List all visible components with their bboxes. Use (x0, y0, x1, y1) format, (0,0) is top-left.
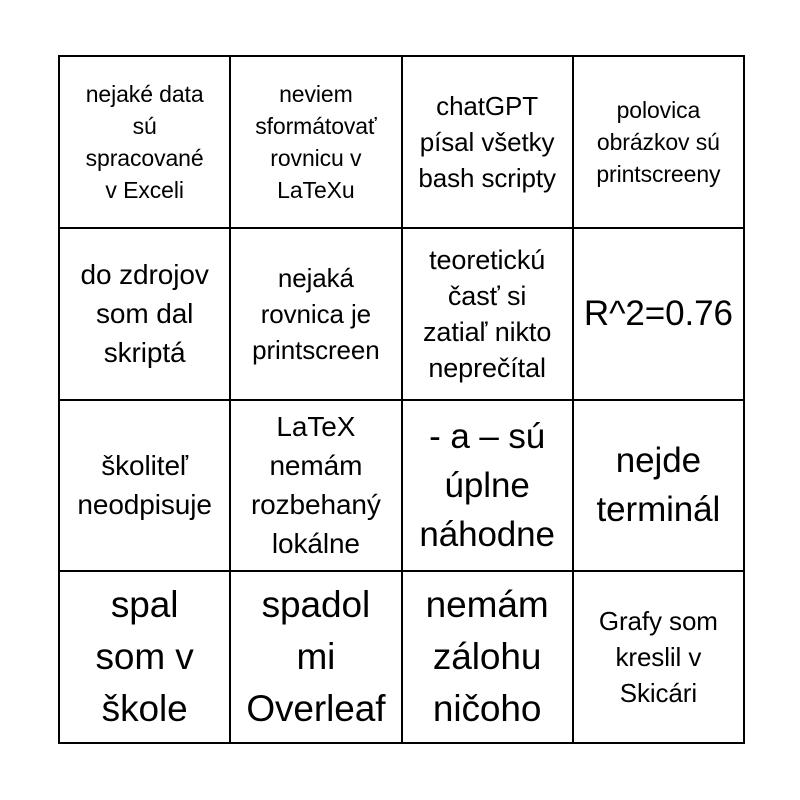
bingo-cell-text: neviem sformátovať rovnicu v LaTeXu (255, 80, 377, 203)
bingo-cell-text: R^2=0.76 (583, 294, 733, 334)
bingo-cell-r3c3[interactable]: - a – sú úplne náhodne (402, 400, 574, 573)
bingo-cell-text: polovica obrázkov sú printscreeny (596, 96, 721, 187)
bingo-cell-text: nejde terminál (596, 441, 721, 530)
bingo-cell-text: spal som v škole (95, 584, 194, 730)
bingo-cell-r2c4[interactable]: R^2=0.76 (573, 228, 745, 401)
bingo-cell-text: nejaká rovnica je printscreen (252, 262, 380, 365)
bingo-cell-text: chatGPT písal všetky bash scripty (418, 90, 556, 193)
bingo-cell-r3c4[interactable]: nejde terminál (573, 400, 745, 573)
bingo-cell-r1c4[interactable]: polovica obrázkov sú printscreeny (573, 57, 745, 229)
bingo-cell-r4c4[interactable]: Grafy som kreslil v Skicári (573, 572, 745, 744)
bingo-cell-text: do zdrojov som dal skriptá (80, 259, 209, 369)
bingo-cell-r4c3[interactable]: nemám zálohu ničoho (402, 572, 574, 744)
bingo-cell-r3c2[interactable]: LaTeX nemám rozbehaný lokálne (231, 400, 403, 573)
bingo-cell-r2c1[interactable]: do zdrojov som dal skriptá (60, 228, 232, 401)
bingo-cell-text: spadol mi Overleaf (246, 584, 386, 730)
bingo-cell-text: školiteľ neodpisuje (77, 450, 212, 521)
bingo-cell-r2c3[interactable]: teoretickú časť si zatiaľ nikto neprečít… (402, 228, 574, 401)
bingo-cell-text: Grafy som kreslil v Skicári (598, 606, 718, 709)
bingo-card-grid: nejaké data sú spracované v Exceli neviem… (58, 55, 745, 744)
bingo-cell-r2c2[interactable]: nejaká rovnica je printscreen (231, 228, 403, 401)
bingo-cell-text: teoretickú časť si zatiaľ nikto neprečít… (423, 244, 552, 383)
bingo-cell-r4c2[interactable]: spadol mi Overleaf (231, 572, 403, 744)
bingo-cell-r3c1[interactable]: školiteľ neodpisuje (60, 400, 232, 573)
bingo-cell-r4c1[interactable]: spal som v škole (60, 572, 232, 744)
bingo-cell-r1c3[interactable]: chatGPT písal všetky bash scripty (402, 57, 574, 229)
bingo-cell-r1c2[interactable]: neviem sformátovať rovnicu v LaTeXu (231, 57, 403, 229)
bingo-cell-text: nemám zálohu ničoho (425, 584, 549, 730)
bingo-cell-text: - a – sú úplne náhodne (419, 416, 555, 554)
bingo-cell-r1c1[interactable]: nejaké data sú spracované v Exceli (60, 57, 232, 229)
bingo-cell-text: LaTeX nemám rozbehaný lokálne (250, 411, 381, 560)
bingo-cell-text: nejaké data sú spracované v Exceli (85, 80, 204, 203)
